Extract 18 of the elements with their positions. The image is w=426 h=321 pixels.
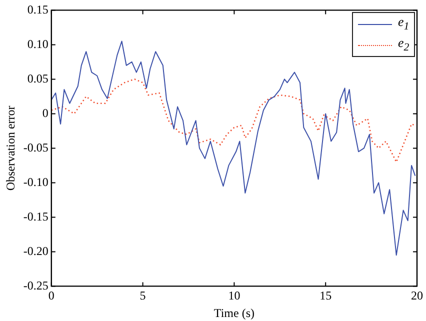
y-tick-label: -0.15 — [23, 209, 48, 224]
line-series — [51, 78, 416, 163]
y-tick-label: 0.15 — [27, 2, 48, 16]
y-tick-label: 0.05 — [27, 71, 48, 86]
y-tick-label: -0.05 — [23, 140, 48, 154]
x-axis-title: Time (s) — [214, 306, 254, 320]
x-tick-label: 5 — [140, 288, 146, 303]
x-tick-label: 10 — [228, 288, 240, 303]
y-tick-label: 0 — [42, 106, 48, 120]
y-tick-label: -0.25 — [23, 278, 48, 292]
y-tick-label: -0.20 — [23, 244, 48, 258]
y-tick-label: 0.10 — [27, 36, 48, 51]
legend-label: e$_{1}$ — [398, 14, 410, 35]
y-tick-label: -0.10 — [23, 174, 48, 189]
x-tick-label: 20 — [411, 288, 423, 303]
x-tick-label: 15 — [320, 288, 332, 303]
legend-label: e$_{2}$ — [398, 34, 410, 56]
y-axis-title: Observation error — [3, 106, 18, 191]
